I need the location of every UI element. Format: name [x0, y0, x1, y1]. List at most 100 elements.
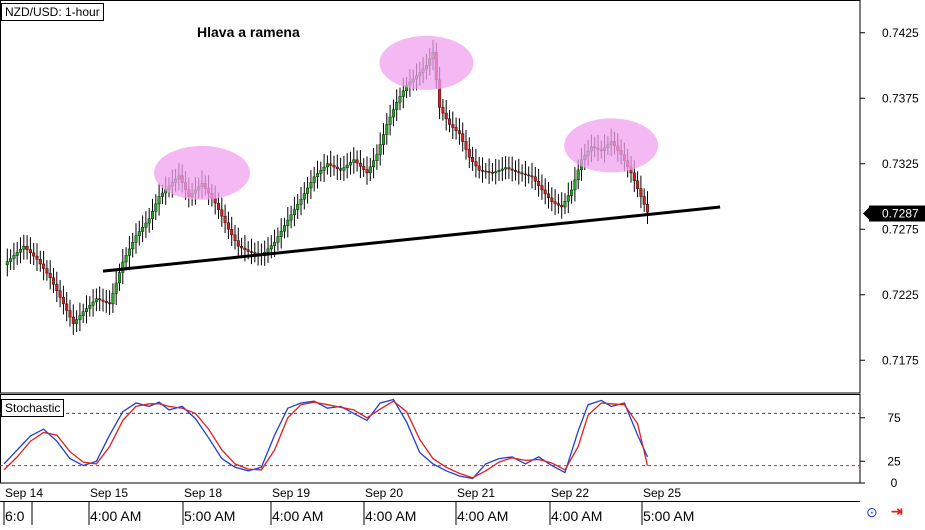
bearish-candle — [233, 234, 237, 241]
bullish-candle — [319, 170, 323, 174]
bearish-candle — [48, 272, 52, 278]
bullish-candle — [111, 293, 115, 305]
bearish-candle — [68, 310, 72, 318]
neckline — [102, 205, 721, 273]
bullish-candle — [302, 193, 306, 200]
bearish-candle — [533, 176, 537, 182]
bullish-candle — [494, 171, 498, 174]
date-label-0: Sep 14 — [5, 486, 43, 500]
bullish-candle — [382, 134, 386, 145]
bearish-candle — [32, 252, 36, 257]
price-axis-label-2: 0.7325 — [882, 157, 919, 171]
bearish-candle — [98, 298, 102, 301]
bearish-candle — [104, 301, 108, 303]
bearish-candle — [517, 171, 521, 174]
stochastic-panel-frame — [0, 394, 861, 484]
bearish-candle — [636, 180, 640, 189]
bearish-candle — [253, 252, 257, 254]
bullish-candle — [137, 231, 141, 236]
bearish-candle — [454, 127, 458, 131]
time-label-5: 4:00 AM — [457, 508, 508, 524]
bearish-candle — [461, 133, 465, 142]
bearish-candle — [240, 246, 244, 249]
bullish-candle — [78, 315, 82, 320]
bearish-candle — [355, 159, 359, 164]
crosshair-icon[interactable]: ⊙ — [866, 504, 878, 520]
bullish-candle — [15, 252, 19, 256]
bearish-candle — [38, 259, 42, 265]
bearish-candle — [101, 299, 105, 302]
bullish-candle — [322, 166, 326, 171]
bearish-candle — [45, 268, 49, 274]
time-label-7: 5:00 AM — [643, 508, 694, 524]
bullish-candle — [75, 319, 79, 324]
bullish-candle — [12, 255, 16, 259]
date-label-5: Sep 21 — [457, 486, 495, 500]
bullish-candle — [388, 116, 392, 125]
date-label-7: Sep 25 — [643, 486, 681, 500]
bullish-candle — [127, 248, 131, 256]
bullish-candle — [292, 209, 296, 216]
bearish-candle — [58, 290, 62, 298]
bullish-candle — [141, 227, 145, 232]
bearish-candle — [514, 170, 518, 172]
bearish-candle — [471, 156, 475, 162]
bullish-candle — [22, 246, 26, 250]
bullish-candle — [9, 258, 13, 262]
bearish-candle — [537, 181, 541, 186]
stochastic-line-1 — [3, 400, 649, 479]
scroll-to-end-icon[interactable]: ⇥ — [891, 503, 903, 519]
bearish-candle — [520, 172, 524, 175]
date-label-2: Sep 18 — [184, 486, 222, 500]
bearish-candle — [71, 316, 75, 324]
bearish-candle — [642, 196, 646, 205]
bullish-candle — [309, 182, 313, 189]
bearish-candle — [474, 161, 478, 167]
bullish-candle — [385, 124, 389, 135]
bullish-candle — [391, 109, 395, 118]
last-price-pointer — [863, 207, 869, 220]
bearish-candle — [243, 247, 247, 250]
stochastic-title: Stochastic — [1, 399, 65, 417]
bearish-candle — [543, 189, 547, 195]
bearish-candle — [35, 255, 39, 260]
bullish-candle — [312, 176, 316, 183]
bullish-candle — [504, 167, 508, 170]
bearish-candle — [216, 202, 220, 210]
price-axis-label-4: 0.7225 — [882, 288, 919, 302]
date-label-4: Sep 20 — [365, 486, 403, 500]
bearish-candle — [510, 168, 514, 171]
bullish-candle — [325, 163, 329, 168]
bearish-candle — [639, 188, 643, 197]
bearish-candle — [230, 229, 234, 236]
bullish-candle — [266, 248, 270, 253]
bullish-candle — [5, 261, 9, 265]
bullish-candle — [121, 261, 125, 273]
bearish-candle — [451, 124, 455, 128]
bearish-candle — [477, 165, 481, 171]
time-label-4: 4:00 AM — [365, 508, 416, 524]
date-label-3: Sep 19 — [272, 486, 310, 500]
bearish-candle — [223, 215, 227, 223]
bullish-candle — [378, 144, 382, 155]
bullish-candle — [276, 236, 280, 243]
bearish-candle — [540, 185, 544, 191]
price-axis-label-5: 0.7175 — [882, 353, 919, 367]
bearish-candle — [220, 209, 224, 217]
bullish-candle — [401, 90, 405, 97]
bullish-candle — [342, 167, 346, 171]
bearish-candle — [530, 175, 534, 178]
time-label-1: 4:00 AM — [90, 508, 141, 524]
stochastic-line-0 — [3, 398, 649, 480]
bullish-candle — [316, 173, 320, 178]
bearish-candle — [61, 297, 65, 305]
bullish-candle — [500, 168, 504, 171]
bullish-candle — [147, 218, 151, 224]
bullish-candle — [154, 203, 158, 212]
price-panel-frame — [0, 0, 861, 394]
bullish-candle — [306, 187, 310, 194]
highlight-head — [379, 35, 474, 90]
bearish-candle — [329, 163, 333, 166]
bearish-candle — [28, 249, 32, 254]
